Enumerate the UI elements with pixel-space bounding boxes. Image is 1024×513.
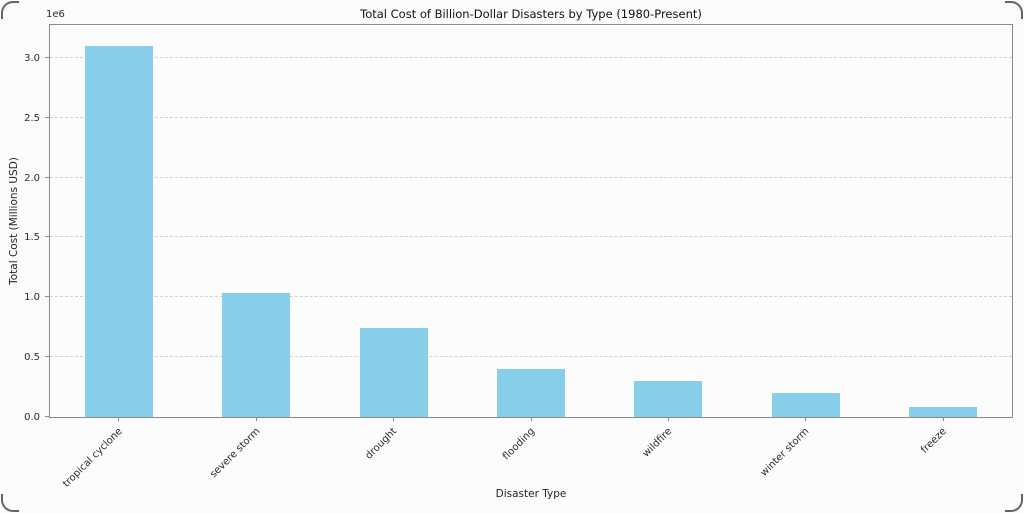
x-tick-label-severe-storm: severe storm [207,426,262,481]
y-tick-mark [45,176,49,178]
window-corner-top-right [1005,1,1023,19]
x-tick-label-wildfire: wildfire [640,426,675,460]
plot-area: 0.0 0.5 1.0 1.5 2.0 2.5 3.0 tropical cyclone sev… [24,24,1013,490]
x-tick-mark [255,417,257,421]
bar-severe-storm [222,293,291,417]
y-tick-label: 2.5 [24,112,40,124]
bar-freeze [909,407,978,417]
window-corner-top-left [1,1,19,19]
x-tick-label-drought: drought [363,426,400,462]
y-tick-mark [45,116,49,118]
x-tick-label-flooding: flooding [500,426,537,463]
y-tick-mark [45,416,49,417]
x-tick-mark [530,417,532,421]
y-axis-offset-label: 1e6 [46,9,65,20]
gridline-y [50,356,1012,358]
bar-wildfire [634,381,703,417]
x-tick-label-tropical-cyclone: tropical cyclone [60,426,125,490]
y-tick-mark [45,296,49,298]
y-tick-label: 1.0 [24,292,40,304]
x-tick-mark [667,417,669,421]
y-tick-mark [45,356,49,358]
gridline-y [50,176,1012,178]
gridline-y [50,296,1012,298]
y-tick-label: 2.0 [24,172,40,184]
y-tick-mark [45,236,49,238]
window-corner-bottom-left [1,494,19,512]
x-axis-label: Disaster Type [495,488,567,500]
chart-title: Total Cost of Billion-Dollar Disasters b… [360,7,702,21]
gridline-y [50,236,1012,238]
bar-flooding [497,369,565,417]
x-tick-mark [805,417,807,421]
bar-tropical-cyclone [84,45,153,417]
x-tick-mark [942,417,944,421]
y-tick-label: 0.0 [24,412,40,423]
x-tick-label-winter-storm: winter storm [758,426,812,479]
x-tick-label-freeze: freeze [919,426,950,456]
x-tick-mark [118,417,120,421]
y-tick-mark [45,56,49,58]
y-tick-label: 0.5 [24,352,40,364]
bar-drought [359,328,428,417]
gridline-y [50,116,1012,118]
gridline-y [50,56,1012,58]
y-tick-label: 1.5 [24,232,40,244]
window-corner-bottom-right [1005,494,1023,512]
y-tick-label: 3.0 [24,52,40,64]
bar-winter-storm [771,392,840,417]
x-tick-mark [393,417,395,421]
